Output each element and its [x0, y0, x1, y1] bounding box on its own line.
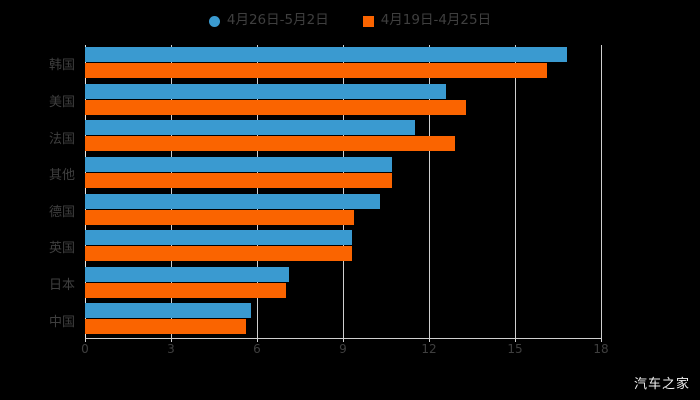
x-tick-6: [257, 338, 258, 342]
chart-legend: 4月26日-5月2日 4月19日-4月25日: [0, 8, 700, 34]
y-axis-label-6: 日本: [48, 278, 75, 294]
bar-series-2[interactable]: [85, 209, 355, 225]
bar-series-2[interactable]: [85, 63, 547, 78]
x-tick-label-3: 3: [167, 342, 175, 356]
x-tick-3: [171, 338, 172, 342]
bar-series-2[interactable]: [85, 99, 467, 115]
gridline-x-18: [601, 45, 602, 338]
x-tick-12: [429, 338, 430, 342]
bar-group-row: [85, 155, 601, 192]
y-axis-line: [85, 45, 86, 338]
x-tick-label-9: 9: [339, 342, 347, 356]
x-tick-15: [515, 338, 516, 342]
bar-group-row: [85, 265, 601, 302]
bar-group-row: [85, 45, 601, 82]
bar-series-1[interactable]: [85, 266, 289, 282]
x-tick-9: [343, 338, 344, 342]
legend-label-series-1: 4月26日-5月2日: [226, 12, 329, 29]
watermark-label: 汽车之家: [633, 377, 690, 392]
bar-group-row: [85, 82, 601, 119]
x-tick-label-18: 18: [593, 342, 609, 356]
bar-group-row: [85, 118, 601, 155]
bar-series-2[interactable]: [85, 246, 352, 262]
y-axis-label-7: 中国: [48, 314, 75, 330]
y-axis-label-1: 美国: [48, 94, 75, 110]
bar-series-1[interactable]: [85, 156, 392, 172]
x-tick-label-12: 12: [421, 342, 437, 356]
x-tick-label-0: 0: [81, 342, 89, 356]
bar-series-1[interactable]: [85, 83, 447, 99]
x-tick-0: [85, 338, 86, 342]
bar-series-2[interactable]: [85, 136, 455, 152]
x-tick-label-6: 6: [253, 342, 261, 356]
bar-series-2[interactable]: [85, 172, 392, 188]
gridline-x-15: [515, 45, 516, 338]
y-axis-label-3: 其他: [48, 168, 75, 184]
gridline-x-12: [429, 45, 430, 338]
bar-series-1[interactable]: [85, 303, 252, 319]
bar-series-1[interactable]: [85, 230, 352, 246]
bar-series-1[interactable]: [85, 120, 415, 136]
bar-group-row: [85, 228, 601, 265]
legend-label-series-2: 4月19日-4月25日: [380, 12, 492, 29]
gridline-x-3: [171, 45, 172, 338]
x-tick-18: [601, 338, 602, 342]
circle-marker-icon: [208, 15, 220, 27]
x-tick-label-15: 15: [507, 342, 523, 356]
chart-plot-area: [85, 45, 602, 338]
y-axis-label-0: 韩国: [48, 58, 75, 74]
bar-series-2[interactable]: [85, 319, 246, 335]
y-axis-label-4: 德国: [48, 204, 75, 220]
legend-entry-series-2[interactable]: 4月19日-4月25日: [362, 12, 492, 29]
bar-group-row: [85, 301, 601, 338]
y-axis-label-2: 法国: [48, 131, 75, 147]
bar-series-2[interactable]: [85, 282, 286, 298]
gridline-x-9: [343, 45, 344, 338]
bar-series-1[interactable]: [85, 193, 381, 209]
gridline-x-6: [257, 45, 258, 338]
y-axis-label-5: 英国: [48, 241, 75, 257]
bar-group-row: [85, 192, 601, 229]
bar-series-1[interactable]: [85, 47, 567, 62]
square-marker-icon: [362, 15, 374, 27]
y-axis-labels: 韩国美国法国其他德国英国日本中国: [0, 45, 700, 338]
legend-entry-series-1[interactable]: 4月26日-5月2日: [208, 12, 329, 29]
